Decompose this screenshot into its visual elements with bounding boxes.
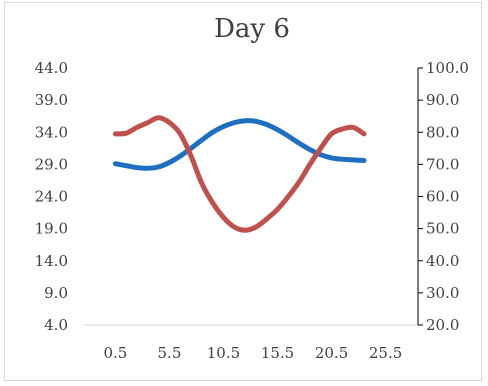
y-left-tick-label: 44.0 [35,59,68,77]
y-right-tick-label: 20.0 [426,316,459,334]
y-right-tick-label: 100.0 [426,59,469,77]
x-tick-label: 0.5 [103,344,127,362]
x-tick-label: 10.5 [207,344,240,362]
y-right-tick-label: 90.0 [426,91,459,109]
y-left-tick-label: 4.0 [44,316,68,334]
y-right-tick-label: 70.0 [426,155,459,173]
y-right-tick-label: 40.0 [426,252,459,270]
y-left-tick-label: 14.0 [35,252,68,270]
x-tick-label: 5.5 [158,344,182,362]
chart-title: Day 6 [214,14,290,44]
series-line-left-axis [112,118,367,171]
x-tick-label: 25.5 [369,344,402,362]
y-left-tick-label: 29.0 [35,155,68,173]
y-left-tick-label: 9.0 [44,284,68,302]
y-left-tick-label: 39.0 [35,91,68,109]
y-left-tick-label: 19.0 [35,220,68,238]
y-right-tick-label: 50.0 [426,220,459,238]
y-right-tick-label: 30.0 [426,284,459,302]
y-right-tick-label: 60.0 [426,188,459,206]
x-tick-label: 15.5 [261,344,294,362]
chart-frame [4,2,482,381]
x-tick-label: 20.5 [315,344,348,362]
y-left-tick-label: 24.0 [35,188,68,206]
series-line-right-axis [112,115,367,233]
y-right-tick-label: 80.0 [426,123,459,141]
y-left-tick-label: 34.0 [35,123,68,141]
